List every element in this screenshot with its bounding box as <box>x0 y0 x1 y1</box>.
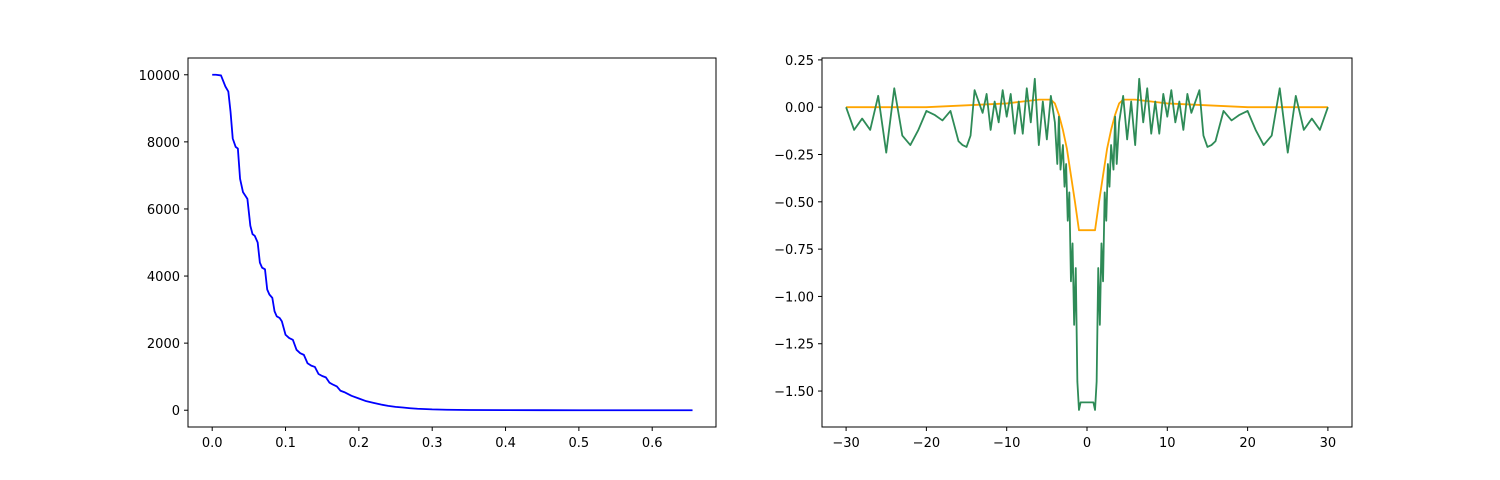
x-tick-label: 10 <box>1159 436 1176 451</box>
y-tick-label: −0.50 <box>774 196 814 211</box>
y-tick-label: −1.25 <box>774 338 814 353</box>
series-line-1 <box>212 73 693 412</box>
x-tick-label: 0.6 <box>642 436 663 451</box>
y-tick-label: 6000 <box>147 203 180 218</box>
x-tick-label: −10 <box>993 436 1020 451</box>
x-tick-label: 0.2 <box>349 436 370 451</box>
y-tick-label: −1.00 <box>774 290 814 305</box>
axes-frame <box>187 57 717 428</box>
series-line-2 <box>845 77 1329 411</box>
x-tick-label: 0.5 <box>569 436 590 451</box>
x-tick-label: 30 <box>1320 436 1337 451</box>
x-tick-label: 20 <box>1239 436 1256 451</box>
y-tick-label: 0.25 <box>785 54 814 69</box>
right-line-plot: −30 −20 −10 0 10 20 30 −1.50 −1.25 −1.00 −0.75 −0.5… <box>774 54 1353 451</box>
x-tick-label: −30 <box>832 436 859 451</box>
x-tick-label: 0.0 <box>202 436 223 451</box>
y-tick-label: 4000 <box>147 270 180 285</box>
y-tick-label: 0 <box>172 404 180 419</box>
x-tick-label: 0.3 <box>422 436 443 451</box>
y-tick-label: −0.75 <box>774 243 814 258</box>
axes-frame <box>821 57 1353 428</box>
series-line-1 <box>846 98 1328 232</box>
y-tick-label: 2000 <box>147 337 180 352</box>
x-tick-label: 0 <box>1083 436 1091 451</box>
y-tick-label: 8000 <box>147 136 180 151</box>
left-line-plot: 0.0 0.1 0.2 0.3 0.4 0.5 0.6 0 2000 4000 6000 8000 10… <box>139 57 717 451</box>
y-tick-label: −1.50 <box>774 385 814 400</box>
x-tick-label: 0.4 <box>495 436 516 451</box>
x-tick-label: 0.1 <box>275 436 296 451</box>
x-tick-label: −20 <box>913 436 940 451</box>
y-tick-label: −0.25 <box>774 149 814 164</box>
y-tick-label: 0.00 <box>785 101 814 116</box>
y-tick-label: 10000 <box>139 69 180 84</box>
